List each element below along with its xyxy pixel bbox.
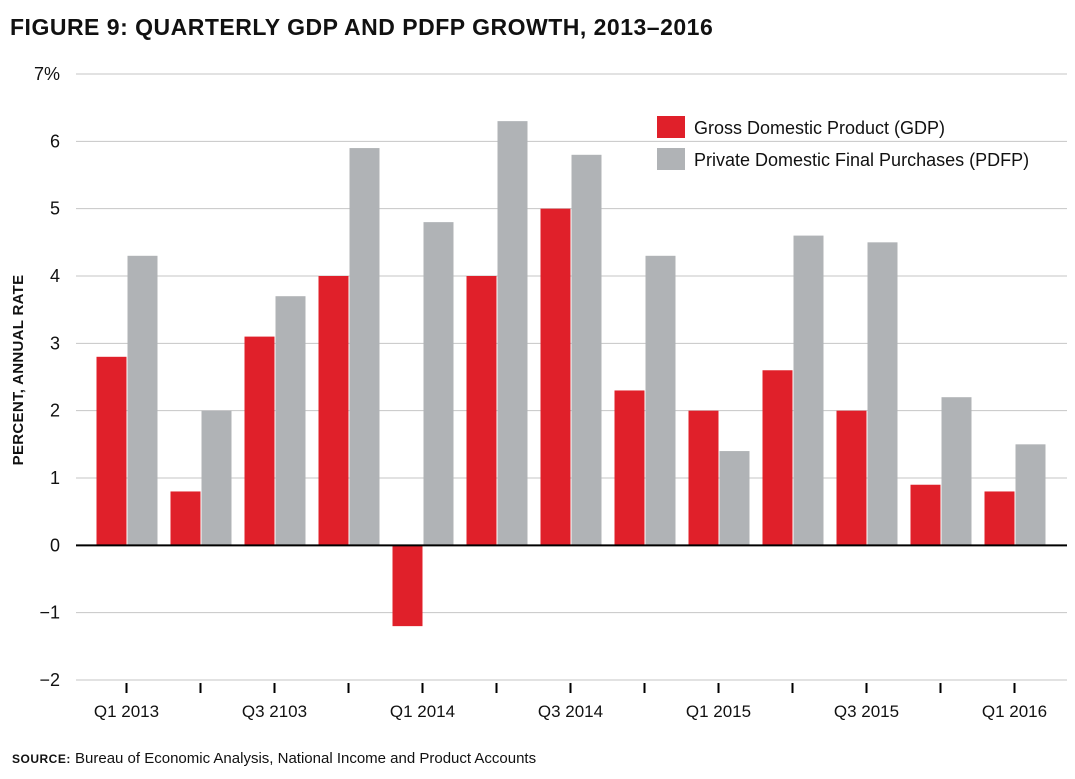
x-axis-labels: Q1 2013 Q3 2103 Q1 2014 Q3 2014 Q1 2015 Q3 20… — [94, 702, 1047, 721]
pdfp-bar — [867, 242, 898, 546]
y-tick-label: 4 — [50, 266, 60, 286]
gdp-bar — [910, 484, 941, 546]
pdfp-bar — [571, 154, 602, 546]
legend-swatch — [657, 116, 685, 138]
y-axis-ticks: −2 −1 0 1 2 3 4 5 6 7% — [34, 64, 60, 690]
pdfp-bar — [201, 410, 232, 546]
y-tick-label: 6 — [50, 131, 60, 151]
pdfp-bar — [793, 235, 824, 546]
y-tick-label: 1 — [50, 468, 60, 488]
pdfp-bar — [941, 397, 972, 546]
gdp-bar — [318, 276, 349, 546]
source-label: Source: — [12, 752, 71, 766]
pdfp-bar — [275, 296, 306, 546]
pdfp-bar — [497, 121, 528, 546]
y-axis-label: PERCENT, ANNUAL RATE — [10, 275, 27, 466]
chart-title: FIGURE 9: QUARTERLY GDP AND PDFP GROWTH,… — [10, 14, 714, 40]
bars — [96, 121, 1046, 627]
gdp-bar — [614, 390, 645, 546]
y-tick-label: 0 — [50, 535, 60, 555]
pdfp-bar — [423, 222, 454, 546]
x-tick-label: Q1 2014 — [390, 702, 455, 721]
x-tick-label: Q3 2015 — [834, 702, 899, 721]
x-tick-label: Q1 2015 — [686, 702, 751, 721]
y-tick-label: 5 — [50, 199, 60, 219]
legend-label: Gross Domestic Product (GDP) — [694, 118, 945, 138]
gdp-bar — [540, 208, 571, 546]
gdp-bar — [466, 276, 497, 546]
y-tick-label: −2 — [39, 670, 60, 690]
source-note: Source: Bureau of Economic Analysis, Nat… — [12, 750, 536, 767]
y-tick-label: −1 — [39, 603, 60, 623]
x-tick-label: Q3 2014 — [538, 702, 603, 721]
source-text: Bureau of Economic Analysis, National In… — [75, 750, 537, 767]
pdfp-bar — [719, 451, 750, 546]
gdp-bar — [170, 491, 201, 546]
y-tick-label: 7% — [34, 64, 60, 84]
pdfp-bar — [645, 255, 676, 546]
x-axis — [76, 544, 1067, 693]
y-tick-label: 2 — [50, 401, 60, 421]
gdp-bar — [392, 545, 423, 627]
pdfp-bar — [1015, 444, 1046, 546]
legend: Gross Domestic Product (GDP) Private Dome… — [657, 116, 1029, 170]
gdp-bar — [762, 370, 793, 546]
gdp-bar — [836, 410, 867, 546]
legend-label: Private Domestic Final Purchases (PDFP) — [694, 150, 1029, 170]
pdfp-bar — [349, 148, 380, 546]
x-tick-label: Q1 2016 — [982, 702, 1047, 721]
gdp-bar — [984, 491, 1015, 546]
x-tick-label: Q3 2103 — [242, 702, 307, 721]
gdp-bar — [688, 410, 719, 546]
legend-swatch — [657, 148, 685, 170]
gdp-bar — [244, 336, 275, 546]
x-tick-label: Q1 2013 — [94, 702, 159, 721]
pdfp-bar — [127, 255, 158, 546]
gdp-bar — [96, 356, 127, 546]
y-tick-label: 3 — [50, 333, 60, 353]
